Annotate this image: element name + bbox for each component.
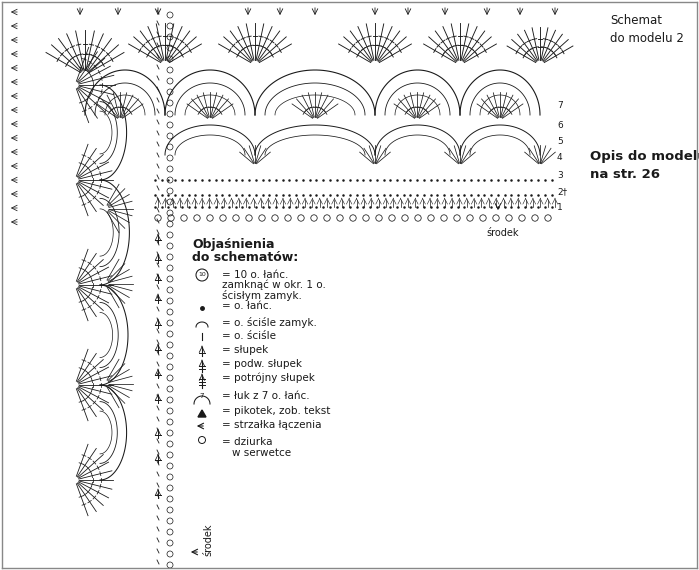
Text: 2†: 2† — [557, 188, 567, 197]
Text: = o. ściśle: = o. ściśle — [222, 331, 276, 341]
Text: = 10 o. łańc.: = 10 o. łańc. — [222, 270, 289, 280]
Text: do schematów:: do schematów: — [192, 251, 298, 264]
Text: środek: środek — [487, 228, 519, 238]
Text: = pikotek, zob. tekst: = pikotek, zob. tekst — [222, 406, 331, 416]
Text: zamknąć w okr. 1 o.: zamknąć w okr. 1 o. — [222, 280, 326, 291]
Text: = o. łańc.: = o. łańc. — [222, 301, 272, 311]
Text: ścisłym zamyk.: ścisłym zamyk. — [222, 290, 302, 301]
Text: środek: środek — [203, 523, 213, 556]
Text: = podw. słupek: = podw. słupek — [222, 359, 302, 369]
Polygon shape — [198, 410, 206, 417]
Text: w serwetce: w serwetce — [232, 448, 291, 458]
Text: = słupek: = słupek — [222, 345, 268, 355]
Text: 1: 1 — [557, 203, 563, 213]
Text: = dziurka: = dziurka — [222, 437, 273, 447]
Text: = o. ściśle zamyk.: = o. ściśle zamyk. — [222, 316, 317, 328]
Text: 6: 6 — [557, 120, 563, 129]
Text: 10: 10 — [198, 272, 206, 278]
Text: 3: 3 — [557, 170, 563, 180]
Text: Schemat
do modelu 2: Schemat do modelu 2 — [610, 14, 684, 45]
Text: 7: 7 — [200, 393, 204, 399]
Text: Opis do modelu 2
na str. 26: Opis do modelu 2 na str. 26 — [590, 150, 699, 181]
Text: = łuk z 7 o. łańc.: = łuk z 7 o. łańc. — [222, 391, 310, 401]
Text: 5: 5 — [557, 137, 563, 146]
Text: = strzałka łączenia: = strzałka łączenia — [222, 420, 322, 430]
Text: 4: 4 — [557, 153, 563, 162]
Text: Objaśnienia: Objaśnienia — [192, 238, 275, 251]
Text: 7: 7 — [557, 100, 563, 109]
Text: = potrójny słupek: = potrójny słupek — [222, 373, 315, 383]
